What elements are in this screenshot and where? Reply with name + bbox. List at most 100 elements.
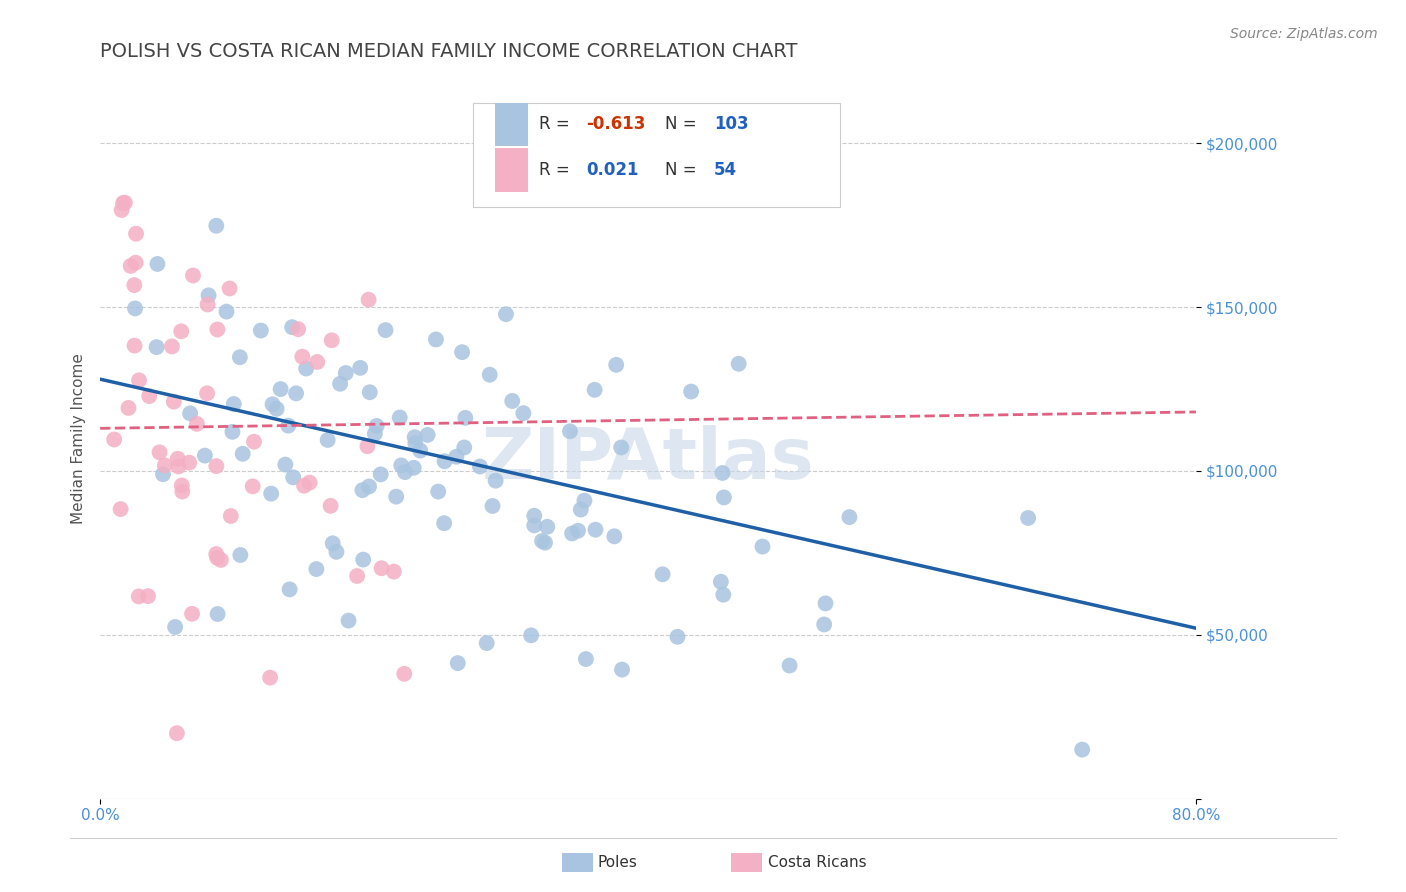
Point xyxy=(711,588,734,602)
Point xyxy=(103,433,125,447)
Point xyxy=(128,373,150,387)
Text: N =: N = xyxy=(665,115,702,134)
Point xyxy=(250,324,273,338)
Point xyxy=(404,430,426,444)
Point xyxy=(534,535,557,549)
Point xyxy=(266,401,288,416)
Point xyxy=(287,322,309,336)
Text: ZIPAtlas: ZIPAtlas xyxy=(482,425,814,494)
Point xyxy=(485,474,508,488)
Text: N =: N = xyxy=(665,161,702,179)
Point xyxy=(205,550,228,565)
Point xyxy=(814,596,837,610)
Point xyxy=(145,340,167,354)
Point xyxy=(370,467,392,482)
Point xyxy=(207,607,229,621)
Point xyxy=(389,458,412,473)
Point xyxy=(197,297,219,311)
Point xyxy=(475,636,498,650)
Point xyxy=(356,439,378,453)
Point xyxy=(520,628,543,642)
Point xyxy=(270,382,292,396)
Point xyxy=(468,459,491,474)
Point xyxy=(146,257,169,271)
Point xyxy=(128,590,150,604)
Point xyxy=(1071,742,1094,756)
Point xyxy=(219,508,242,523)
Point xyxy=(385,490,408,504)
Point xyxy=(394,666,416,681)
Point xyxy=(394,465,416,479)
Point xyxy=(215,304,238,318)
Point xyxy=(222,397,245,411)
Point xyxy=(583,383,606,397)
Point xyxy=(124,278,146,293)
Point xyxy=(478,368,501,382)
Point xyxy=(283,470,305,484)
Text: Source: ZipAtlas.com: Source: ZipAtlas.com xyxy=(1230,27,1378,41)
Point xyxy=(111,202,134,217)
Point xyxy=(610,663,633,677)
Point xyxy=(307,355,329,369)
Point xyxy=(205,459,228,474)
Point xyxy=(166,451,188,466)
Point xyxy=(446,450,468,464)
Point xyxy=(292,479,315,493)
Point xyxy=(262,397,284,411)
Point xyxy=(813,617,835,632)
Point xyxy=(838,510,860,524)
Point xyxy=(364,426,387,441)
Point xyxy=(433,516,456,531)
Bar xyxy=(495,103,527,146)
Point xyxy=(710,574,733,589)
Point xyxy=(388,410,411,425)
Point xyxy=(585,523,607,537)
Point xyxy=(610,441,633,455)
Point xyxy=(242,479,264,493)
Point xyxy=(181,268,204,283)
Point xyxy=(425,333,447,347)
Point xyxy=(574,493,596,508)
Point xyxy=(316,433,339,447)
Point xyxy=(453,441,475,455)
FancyBboxPatch shape xyxy=(472,103,841,208)
Point xyxy=(197,288,219,302)
Point xyxy=(366,419,388,434)
Point xyxy=(114,195,136,210)
Point xyxy=(136,589,159,603)
Point xyxy=(1017,511,1039,525)
Point xyxy=(409,443,432,458)
Point xyxy=(298,475,321,490)
Point xyxy=(359,385,381,400)
Point xyxy=(205,219,228,233)
Point xyxy=(229,548,252,562)
Point xyxy=(713,491,735,505)
Text: POLISH VS COSTA RICAN MEDIAN FAMILY INCOME CORRELATION CHART: POLISH VS COSTA RICAN MEDIAN FAMILY INCO… xyxy=(100,42,797,61)
Point xyxy=(335,366,357,380)
Point xyxy=(170,478,193,492)
Point xyxy=(569,502,592,516)
Point xyxy=(229,350,252,364)
Point xyxy=(416,428,439,442)
Point xyxy=(451,345,474,359)
Text: -0.613: -0.613 xyxy=(586,115,645,134)
Point xyxy=(153,458,176,473)
Point xyxy=(605,358,627,372)
Point xyxy=(281,320,304,334)
Point xyxy=(319,499,342,513)
Point xyxy=(531,533,554,548)
Point xyxy=(209,553,232,567)
Point xyxy=(305,562,328,576)
Point xyxy=(433,454,456,468)
Point xyxy=(138,389,160,403)
Point xyxy=(567,524,589,538)
Point xyxy=(779,658,801,673)
Point xyxy=(374,323,396,337)
Point xyxy=(481,499,503,513)
Point xyxy=(163,394,186,409)
Point xyxy=(751,540,773,554)
Point xyxy=(711,466,734,480)
Point xyxy=(349,360,371,375)
Point xyxy=(110,502,132,516)
Text: Costa Ricans: Costa Ricans xyxy=(768,855,866,870)
